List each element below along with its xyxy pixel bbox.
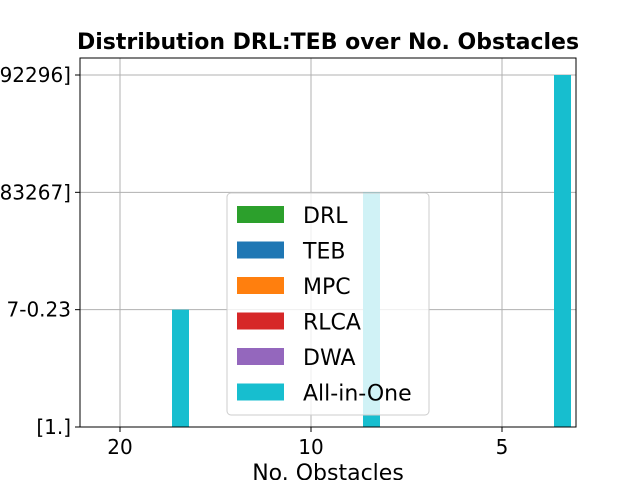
legend-label-rlca: RLCA — [303, 311, 361, 336]
x-axis-label: No. Obstacles — [252, 461, 404, 480]
chart-title: Distribution DRL:TEB over No. Obstacles — [77, 30, 579, 55]
plot-border — [79, 57, 577, 428]
legend-label-teb: TEB — [302, 240, 345, 265]
legend-label-mpc: MPC — [303, 275, 351, 300]
y-axis-ticks: [1.] 7-0.23 83267] 92296] — [0, 63, 80, 439]
legend-swatch-teb — [237, 241, 284, 259]
y-tick-label: 92296] — [0, 63, 71, 87]
y-tick-label: 7-0.23 — [7, 298, 71, 322]
x-tick-label: 10 — [298, 435, 323, 459]
legend-swatch-drl — [237, 206, 284, 223]
legend-label-dwa: DWA — [303, 346, 356, 371]
legend-swatch-dwa — [237, 348, 284, 365]
y-tick-label: [1.] — [36, 415, 71, 439]
plot-frame — [79, 57, 577, 428]
legend-swatch-all-in-one — [237, 383, 284, 401]
x-tick-label: 20 — [107, 435, 132, 459]
legend-label-drl: DRL — [303, 204, 348, 229]
y-tick-label: 83267] — [0, 180, 71, 204]
bar-all-in-one-20 — [172, 309, 189, 427]
legend-swatch-mpc — [237, 277, 284, 294]
legend: DRL TEB MPC RLCA DWA All-in-One — [226, 192, 430, 416]
x-tick-label: 5 — [496, 435, 509, 459]
x-axis-ticks: 20 10 5 — [107, 427, 508, 459]
legend-label-all-in-one: All-in-One — [303, 382, 412, 407]
legend-swatch-rlca — [237, 312, 284, 330]
bar-all-in-one-5 — [554, 75, 571, 427]
